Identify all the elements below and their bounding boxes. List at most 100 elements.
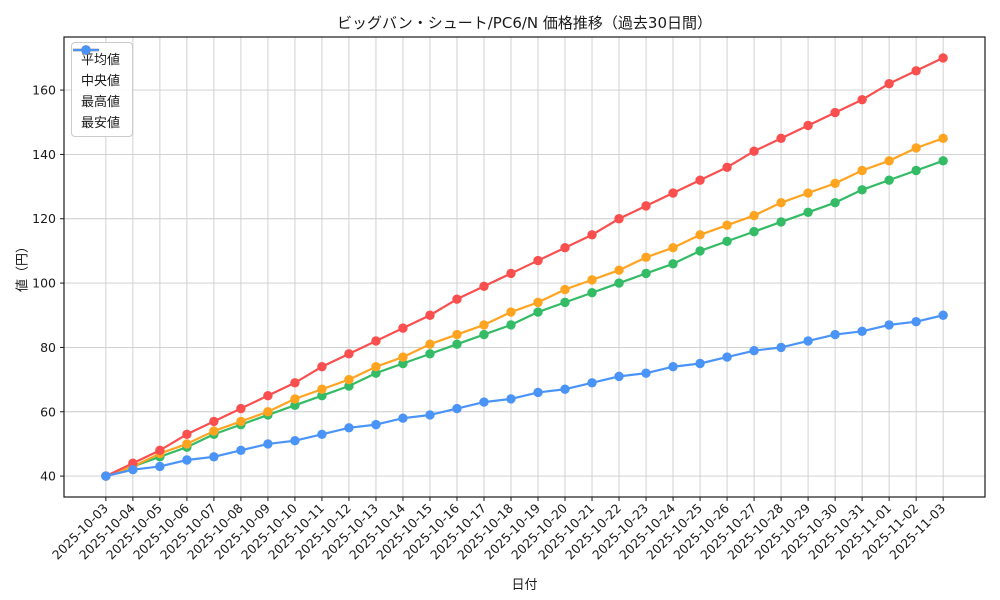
series-point-average [749,226,759,237]
y-tick-label: 160 [32,83,56,98]
y-tick-label: 100 [32,276,56,291]
series-point-median [371,362,381,372]
series-point-median [830,178,840,189]
series-point-average [614,278,624,288]
series-point-min [803,336,813,346]
series-point-max [695,175,705,185]
series-point-average [830,197,840,208]
y-axis-label: 値（円） [15,239,31,293]
series-point-min [884,320,894,330]
series-point-average [425,349,435,359]
series-point-median [236,416,246,427]
series-point-max [452,294,462,304]
series-point-median [317,384,327,394]
series-point-min [182,455,192,465]
series-point-median [695,230,705,240]
series-point-min [776,342,786,353]
series-point-median [668,242,678,253]
series-point-max [884,78,894,89]
series-point-median [344,374,354,385]
series-point-min [155,461,165,472]
chart-title: ビッグバン・シュート/PC6/N 価格推移（過去30日間） [337,14,712,32]
series-point-average [668,259,678,269]
series-point-max [479,281,489,292]
series-point-min [452,403,462,414]
y-tick-label: 120 [32,211,56,226]
series-line-min [104,314,945,478]
legend-label-min: 最安値 [81,115,121,131]
series-point-median [911,143,921,153]
series-point-min [830,329,840,340]
series-point-median [722,220,732,230]
series-point-min [398,413,408,423]
series-point-median [776,197,786,208]
y-tick-label: 40 [40,469,56,484]
series-line-average [104,159,945,478]
series-point-min [533,387,543,398]
series-point-min [263,439,273,449]
legend-label-max: 最高値 [81,94,121,110]
series-point-average [344,381,354,391]
series-point-max [533,255,543,266]
series-point-average [911,165,921,176]
series-line-max [104,56,945,478]
series-point-min [722,352,732,362]
series-point-median [479,320,489,330]
series-point-max [290,378,300,388]
series-point-max [425,310,435,320]
y-tick-label: 80 [40,340,56,355]
series-point-max [668,188,678,198]
series-point-median [641,252,651,263]
series-point-median [533,297,543,308]
series-point-min [587,378,597,388]
series-point-min [344,423,354,433]
series-point-min [560,384,570,394]
series-point-min [911,316,921,327]
series-point-min [938,310,948,320]
series-point-max [317,362,327,372]
series-point-max [344,349,354,359]
series-point-max [155,445,165,456]
series-point-median [587,275,597,285]
series-point-min [614,371,624,382]
series-point-max [398,323,408,333]
legend-dot [81,45,91,55]
series-point-median [263,407,273,417]
legend-item-min: 最安値 [73,45,121,131]
series-point-max [263,390,273,401]
series-point-max [938,53,948,63]
series-point-median [425,339,435,349]
series-point-median [290,394,300,404]
series-point-median [560,284,570,295]
series-point-max [182,429,192,439]
series-point-median [182,439,192,449]
legend-label-average: 平均値 [81,52,121,68]
series-point-average [560,297,570,308]
series-point-min [101,471,111,481]
legend: 平均値 中央値最高値最安値 [71,42,134,137]
series-point-max [749,146,759,156]
series-point-min [317,429,327,439]
series-point-min [371,419,381,430]
series-point-median [209,426,219,436]
legend-marker-min-icon [73,45,99,55]
series-point-min [290,436,300,446]
series-point-min [857,326,867,337]
series-point-min [749,345,759,356]
series-point-max [587,230,597,240]
series-point-max [128,458,138,468]
series-point-average [398,358,408,369]
series-point-median [614,265,624,275]
legend-item-max: 最高値 [73,45,121,110]
series-point-min [506,394,516,404]
series-point-max [722,162,732,172]
series-point-median [506,307,516,317]
series-point-min [236,445,246,456]
legend-item-median: 中央値 [73,45,120,89]
series-point-average [884,175,894,185]
series-point-average [938,156,948,166]
series-point-average [587,288,597,298]
series-point-max [830,107,840,118]
